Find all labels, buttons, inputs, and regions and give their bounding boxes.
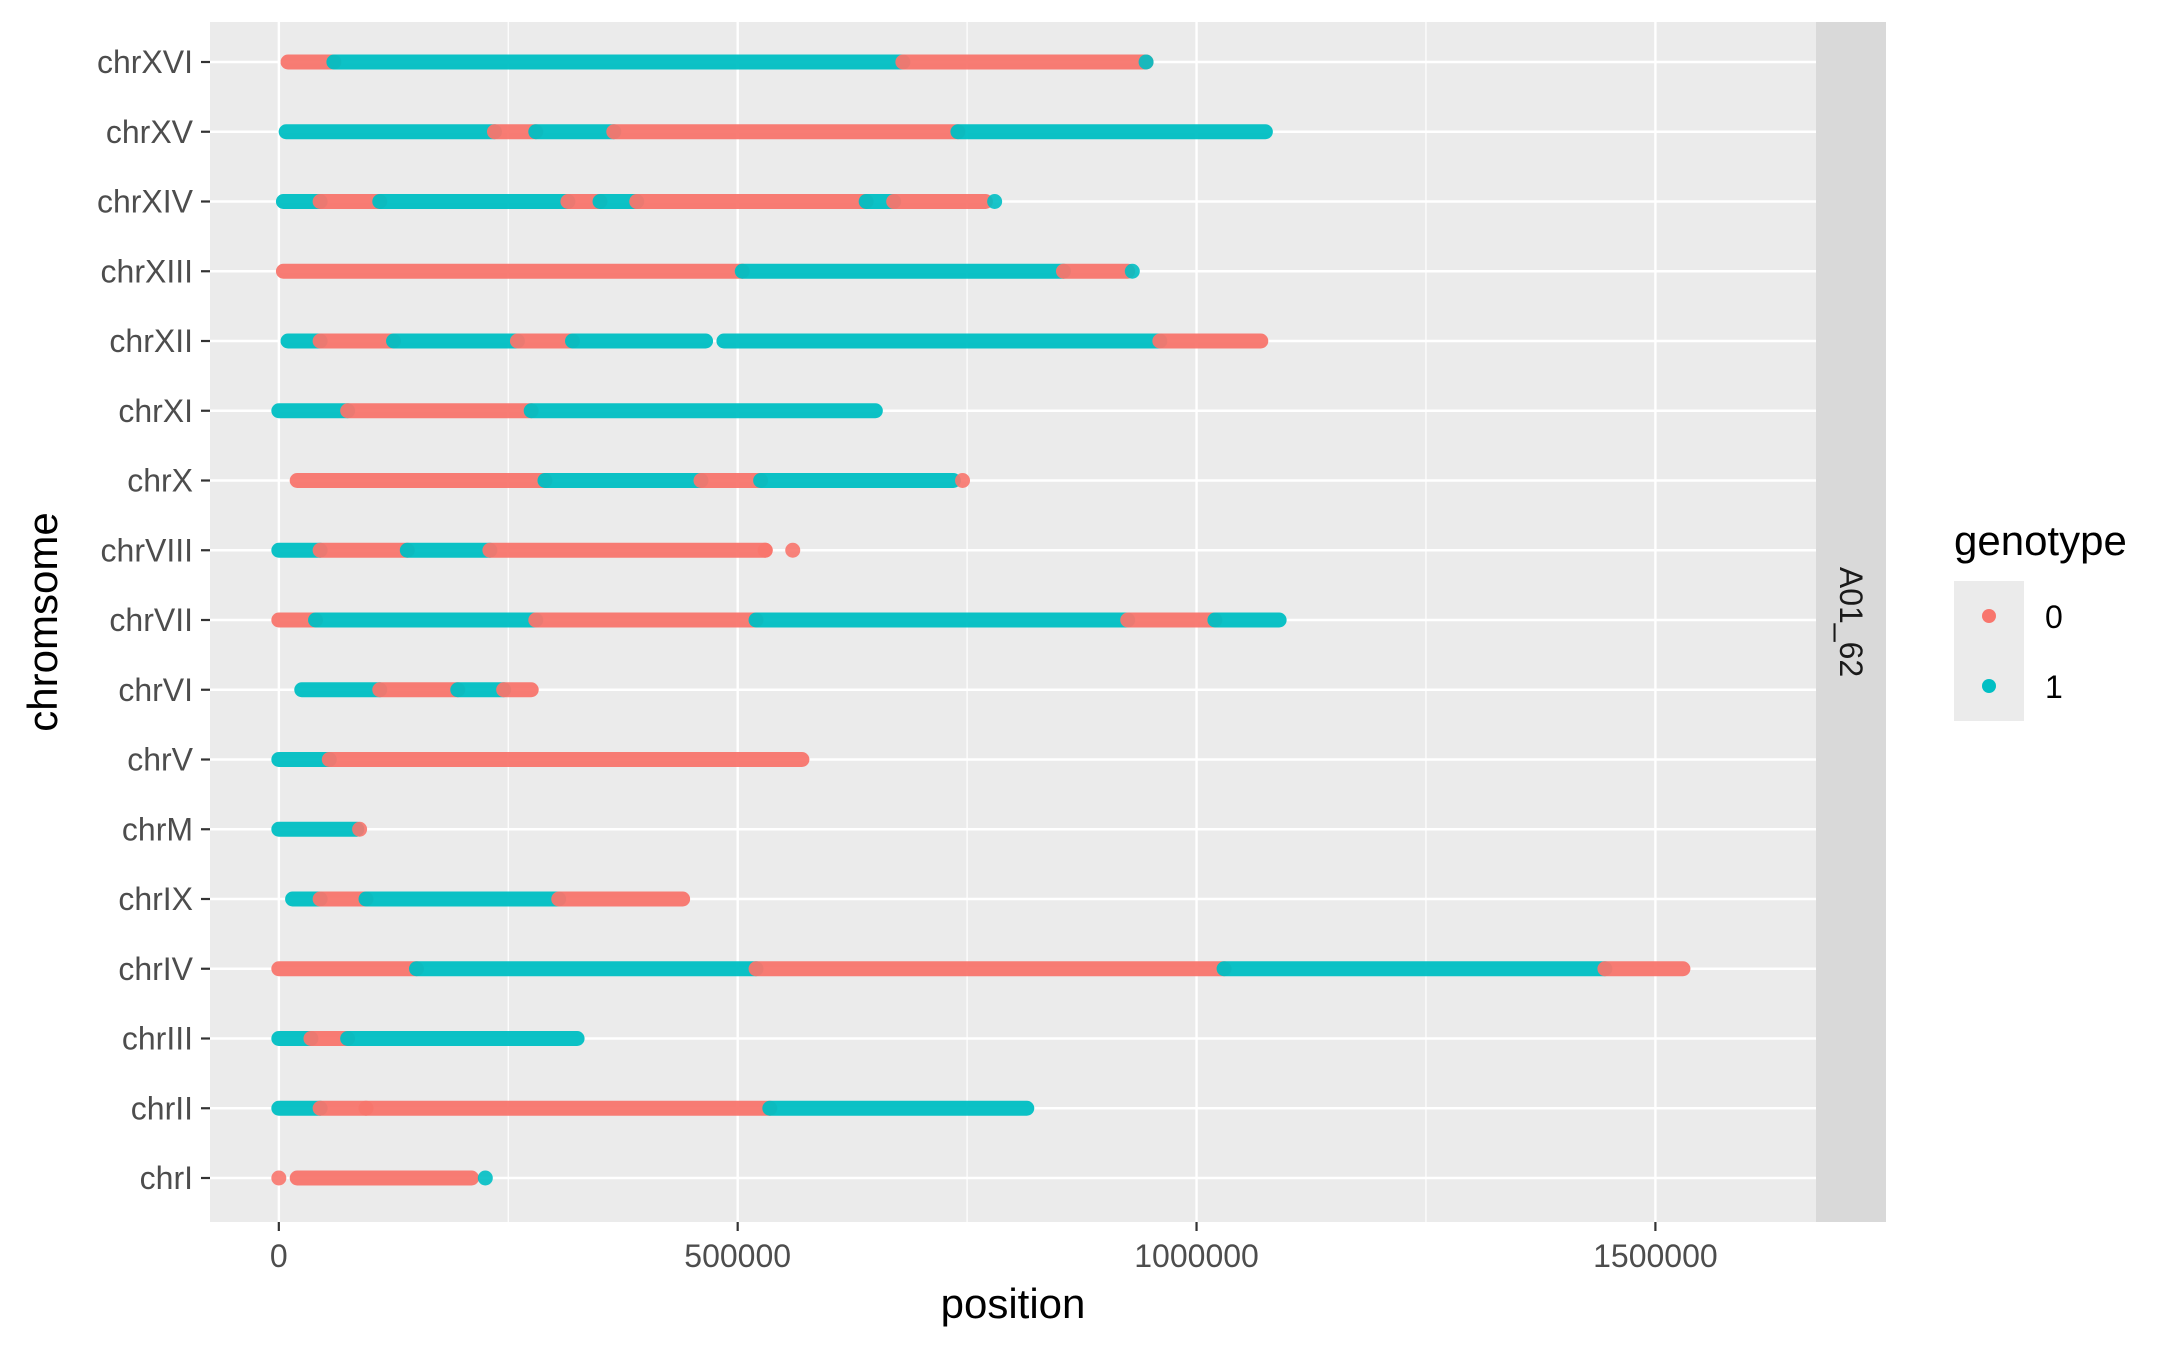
x-tick-label: 500000 [684, 1238, 791, 1274]
series-chrXIII [275, 263, 1140, 279]
y-tick-label: chrXVI [97, 44, 193, 80]
x-axis: 0 500000 1000000 1500000 [270, 1222, 1718, 1274]
facet-label: A01_62 [1833, 567, 1869, 677]
y-axis: chrI chrII chrIII chrIV chrIX chrM chrV chrVI ch… [97, 44, 210, 1196]
facet-strip [1816, 22, 1886, 1222]
y-tick-label: chrIV [118, 951, 193, 987]
y-tick-label: chrVI [118, 672, 193, 708]
y-tick-label: chrI [140, 1160, 193, 1196]
y-tick-label: chrII [131, 1090, 193, 1126]
genotype-1-point [1124, 263, 1140, 279]
legend-key-genotype-1 [1982, 679, 1996, 693]
y-tick-label: chrVIII [101, 532, 193, 568]
legend-key-genotype-0 [1982, 609, 1996, 623]
genotype-0-point [757, 542, 773, 558]
series-chrI [271, 1170, 493, 1186]
genotype-0-point [955, 473, 971, 488]
legend-label-1: 1 [2045, 669, 2063, 705]
legend-label-0: 0 [2045, 599, 2063, 635]
genotype-1-point [1138, 54, 1154, 70]
y-tick-label: chrV [127, 742, 193, 778]
genotype-1-point [987, 194, 1003, 209]
y-tick-label: chrXV [106, 114, 194, 150]
data-points [271, 54, 1691, 1186]
genotype-0-point [271, 1170, 287, 1186]
series-chrXVI [280, 54, 1154, 70]
x-tick-label: 0 [270, 1238, 288, 1274]
legend: genotype 0 1 [1954, 517, 2127, 721]
series-chrM [271, 821, 368, 837]
y-tick-label: chrIX [118, 881, 193, 917]
series-chrX [289, 473, 971, 488]
y-tick-label: chrXIII [101, 253, 193, 289]
y-tick-label: chrM [122, 811, 193, 847]
y-tick-label: chrXII [109, 323, 193, 359]
x-tick-label: 1500000 [1593, 1238, 1718, 1274]
genotype-1-point [477, 1170, 493, 1186]
genotype-0-point [352, 821, 368, 837]
y-tick-label: chrXIV [97, 184, 194, 220]
y-tick-label: chrXI [118, 393, 193, 429]
x-axis-title: position [941, 1280, 1086, 1327]
x-tick-label: 1000000 [1134, 1238, 1259, 1274]
y-tick-label: chrVII [109, 602, 193, 638]
legend-title: genotype [1954, 517, 2127, 564]
y-axis-title: chromsome [19, 512, 66, 731]
series-chrXIV [275, 194, 1003, 209]
genotype-0-point [785, 542, 801, 558]
series-chrVIII [271, 542, 801, 558]
y-tick-label: chrIII [122, 1021, 193, 1057]
y-tick-label: chrX [127, 463, 193, 499]
